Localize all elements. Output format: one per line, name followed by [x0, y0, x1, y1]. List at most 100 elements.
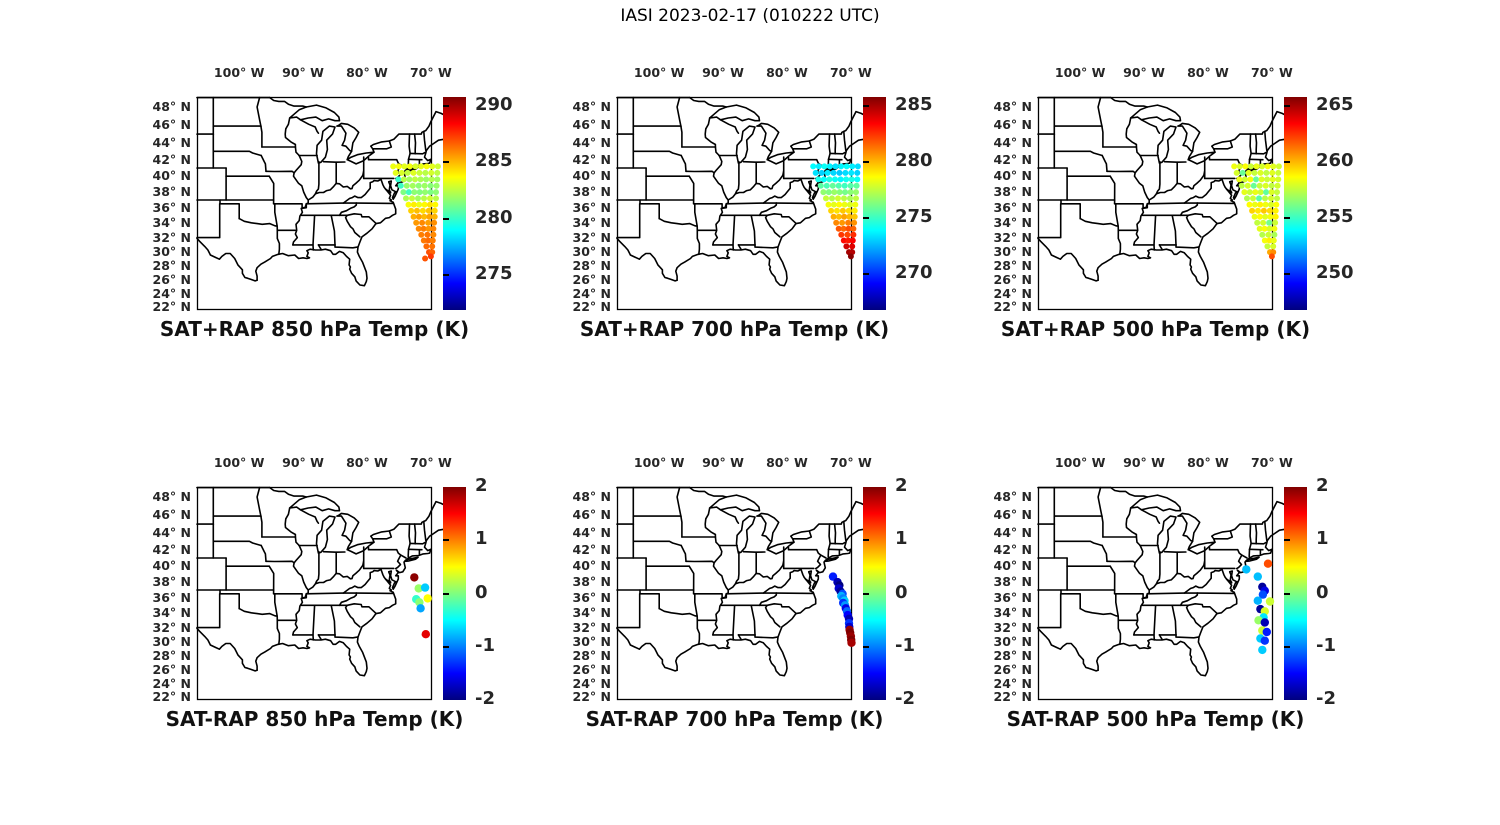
state-border-line: [1117, 619, 1122, 646]
obs-dot: [1244, 195, 1250, 202]
state-border-line: [787, 156, 818, 161]
obs-dot: [837, 176, 844, 183]
lon-tick-label: 80° W: [346, 65, 388, 80]
colorbar-tick-label: 275: [895, 206, 933, 228]
obs-dot: [853, 189, 859, 196]
obs-dot: [1260, 618, 1269, 627]
state-border-line: [1183, 178, 1223, 204]
state-border-line: [1037, 627, 1099, 672]
state-border-line: [384, 525, 451, 594]
obs-dot: [848, 176, 855, 183]
obs-dot: [405, 201, 412, 208]
obs-dot: [417, 176, 424, 183]
state-border-line: [196, 593, 221, 629]
state-border-line: [315, 515, 336, 554]
colorbar-tick-label: 1: [475, 528, 488, 550]
lat-tick-label: 36° N: [152, 589, 191, 605]
state-border-line: [1163, 550, 1187, 553]
state-border-line: [342, 568, 382, 594]
obs-dot: [843, 176, 850, 183]
state-border-line: [1254, 133, 1258, 155]
state-border-line: [299, 118, 320, 135]
lat-tick-label: 22° N: [993, 689, 1032, 705]
state-border-line: [804, 525, 871, 594]
state-border-line: [1053, 150, 1103, 157]
obs-dot: [1251, 201, 1258, 208]
colorbar-tick-label: 265: [1316, 93, 1354, 115]
state-border-line: [1125, 117, 1138, 148]
state-border-line: [344, 214, 361, 238]
obs-dot: [823, 182, 830, 189]
obs-dot: [1258, 590, 1268, 599]
colorbar-tick-label: 0: [475, 581, 488, 603]
state-border-line: [330, 214, 336, 246]
state-border-line: [1101, 125, 1104, 148]
obs-dot: [835, 213, 842, 220]
colorbar-tick-mark: [443, 539, 449, 542]
lat-tick-label: 40° N: [152, 168, 191, 184]
state-border-line: [256, 486, 262, 517]
state-border-line: [305, 592, 358, 595]
lat-tick-label: 32° N: [572, 229, 611, 245]
state-border-line: [1179, 592, 1199, 607]
state-border-line: [1187, 541, 1216, 555]
state-border-line: [238, 607, 279, 622]
state-border-line: [1156, 515, 1177, 554]
colorbar-tick-mark: [1284, 592, 1290, 595]
colorbar-sat-plus-rap-850: [443, 97, 466, 310]
state-border-line: [1097, 96, 1103, 127]
state-border-line: [423, 130, 427, 152]
state-border-line: [268, 175, 275, 205]
state-border-line: [1179, 603, 1218, 615]
state-border-line: [680, 125, 683, 148]
state-border-line: [1109, 175, 1116, 205]
obs-dot: [1259, 231, 1266, 238]
obs-dot: [1249, 207, 1256, 214]
lat-tick-label: 36° N: [993, 589, 1032, 605]
obs-dot: [826, 163, 833, 170]
state-border-line: [1037, 203, 1062, 239]
state-border-line: [1101, 544, 1108, 563]
obs-dot: [850, 225, 857, 232]
state-border-line: [400, 554, 407, 559]
obs-dot: [825, 189, 832, 196]
state-border-line: [1208, 156, 1239, 161]
lat-tick-label: 36° N: [572, 589, 611, 605]
colorbar-tick-label: 255: [1316, 206, 1354, 228]
panel-title-sat-minus-rap-500: SAT-RAP 500 hPa Temp (K): [1006, 707, 1305, 731]
state-border-line: [758, 202, 778, 217]
state-border-line: [334, 634, 359, 639]
state-border-line: [1117, 229, 1122, 256]
lat-tick-label: 36° N: [152, 199, 191, 215]
state-border-line: [692, 593, 728, 599]
state-border-line: [314, 550, 320, 585]
obs-dot: [1233, 169, 1240, 176]
obs-dot: [829, 182, 836, 189]
colorbar-tick-mark: [863, 273, 869, 276]
state-border-line: [265, 560, 295, 564]
state-border-line: [336, 512, 360, 543]
lat-tick-label: 38° N: [572, 574, 611, 590]
lat-tick-label: 32° N: [152, 229, 191, 245]
colorbar-tick-label: 280: [475, 206, 513, 228]
obs-dot: [1253, 572, 1262, 581]
state-border-line: [758, 592, 778, 607]
state-border-line: [1175, 634, 1200, 639]
lat-tick-label: 22° N: [572, 299, 611, 315]
colorbar-tick-mark: [1284, 217, 1290, 220]
lat-tick-label: 44° N: [152, 134, 191, 150]
obs-dot: [410, 201, 417, 208]
obs-dot: [1256, 195, 1262, 202]
state-border-line: [219, 589, 241, 610]
obs-dot: [408, 207, 415, 214]
state-border-line: [829, 541, 846, 545]
state-border-line: [1175, 244, 1200, 249]
lat-tick-label: 40° N: [572, 558, 611, 574]
obs-dot: [847, 201, 853, 208]
obs-dot: [422, 189, 429, 196]
obs-dot: [849, 237, 856, 244]
lat-tick-label: 26° N: [152, 272, 191, 288]
state-border-line: [317, 244, 322, 250]
lat-tick-label: 24° N: [993, 285, 1032, 301]
lat-tick-label: 34° N: [993, 604, 1032, 620]
